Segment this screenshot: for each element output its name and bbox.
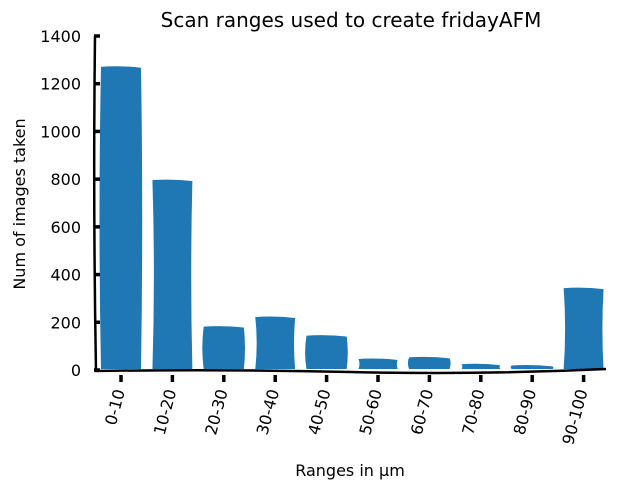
- x-tick-label: 20-30: [201, 387, 231, 437]
- x-tick-label: 30-40: [253, 387, 283, 437]
- bar-20-30: [200, 324, 247, 371]
- bar-80-90: [508, 362, 556, 371]
- y-tick-label: 800: [50, 170, 81, 189]
- bar-30-40: [253, 314, 298, 371]
- x-axis-label: Ranges in μm: [295, 461, 405, 480]
- x-axis-line: [94, 367, 607, 375]
- bar-0-10: [97, 64, 145, 371]
- x-tick-label: 60-70: [407, 387, 437, 437]
- bar-70-80: [457, 361, 504, 371]
- y-tick-label: 1000: [40, 122, 81, 141]
- x-tick-label: 70-80: [458, 387, 488, 437]
- bar-10-20: [150, 177, 195, 371]
- y-tick-label: 1400: [40, 27, 81, 46]
- y-axis-line: [92, 35, 98, 373]
- x-tick-label: 40-50: [304, 387, 334, 437]
- x-tick-label: 0-10: [101, 387, 129, 427]
- bar-40-50: [303, 333, 350, 371]
- x-tick-label: 80-90: [510, 387, 540, 437]
- y-tick-label: 1200: [40, 75, 81, 94]
- y-tick-label: 400: [50, 266, 81, 285]
- x-tick-label: 90-100: [558, 387, 591, 447]
- y-axis-label: Num of images taken: [10, 118, 29, 289]
- y-ticks-group: 0 200 400 600 800 1000 1200 1400: [40, 27, 100, 380]
- y-tick-label: 0: [71, 361, 81, 380]
- chart-title: Scan ranges used to create fridayAFM: [161, 8, 542, 32]
- y-tick-label: 200: [50, 313, 81, 332]
- x-ticks-group: 0-10 10-20 20-30 30-40 40-50 50-60 60-70 70-80 8…: [101, 375, 591, 447]
- x-tick-label: 50-60: [355, 387, 385, 437]
- bar-90-100: [561, 285, 606, 371]
- axes-group: [92, 35, 607, 375]
- bars-group: [97, 64, 606, 371]
- x-tick-label: 10-20: [150, 387, 180, 437]
- y-tick-label: 600: [50, 218, 81, 237]
- bar-60-70: [405, 354, 453, 371]
- bar-50-60: [355, 356, 401, 371]
